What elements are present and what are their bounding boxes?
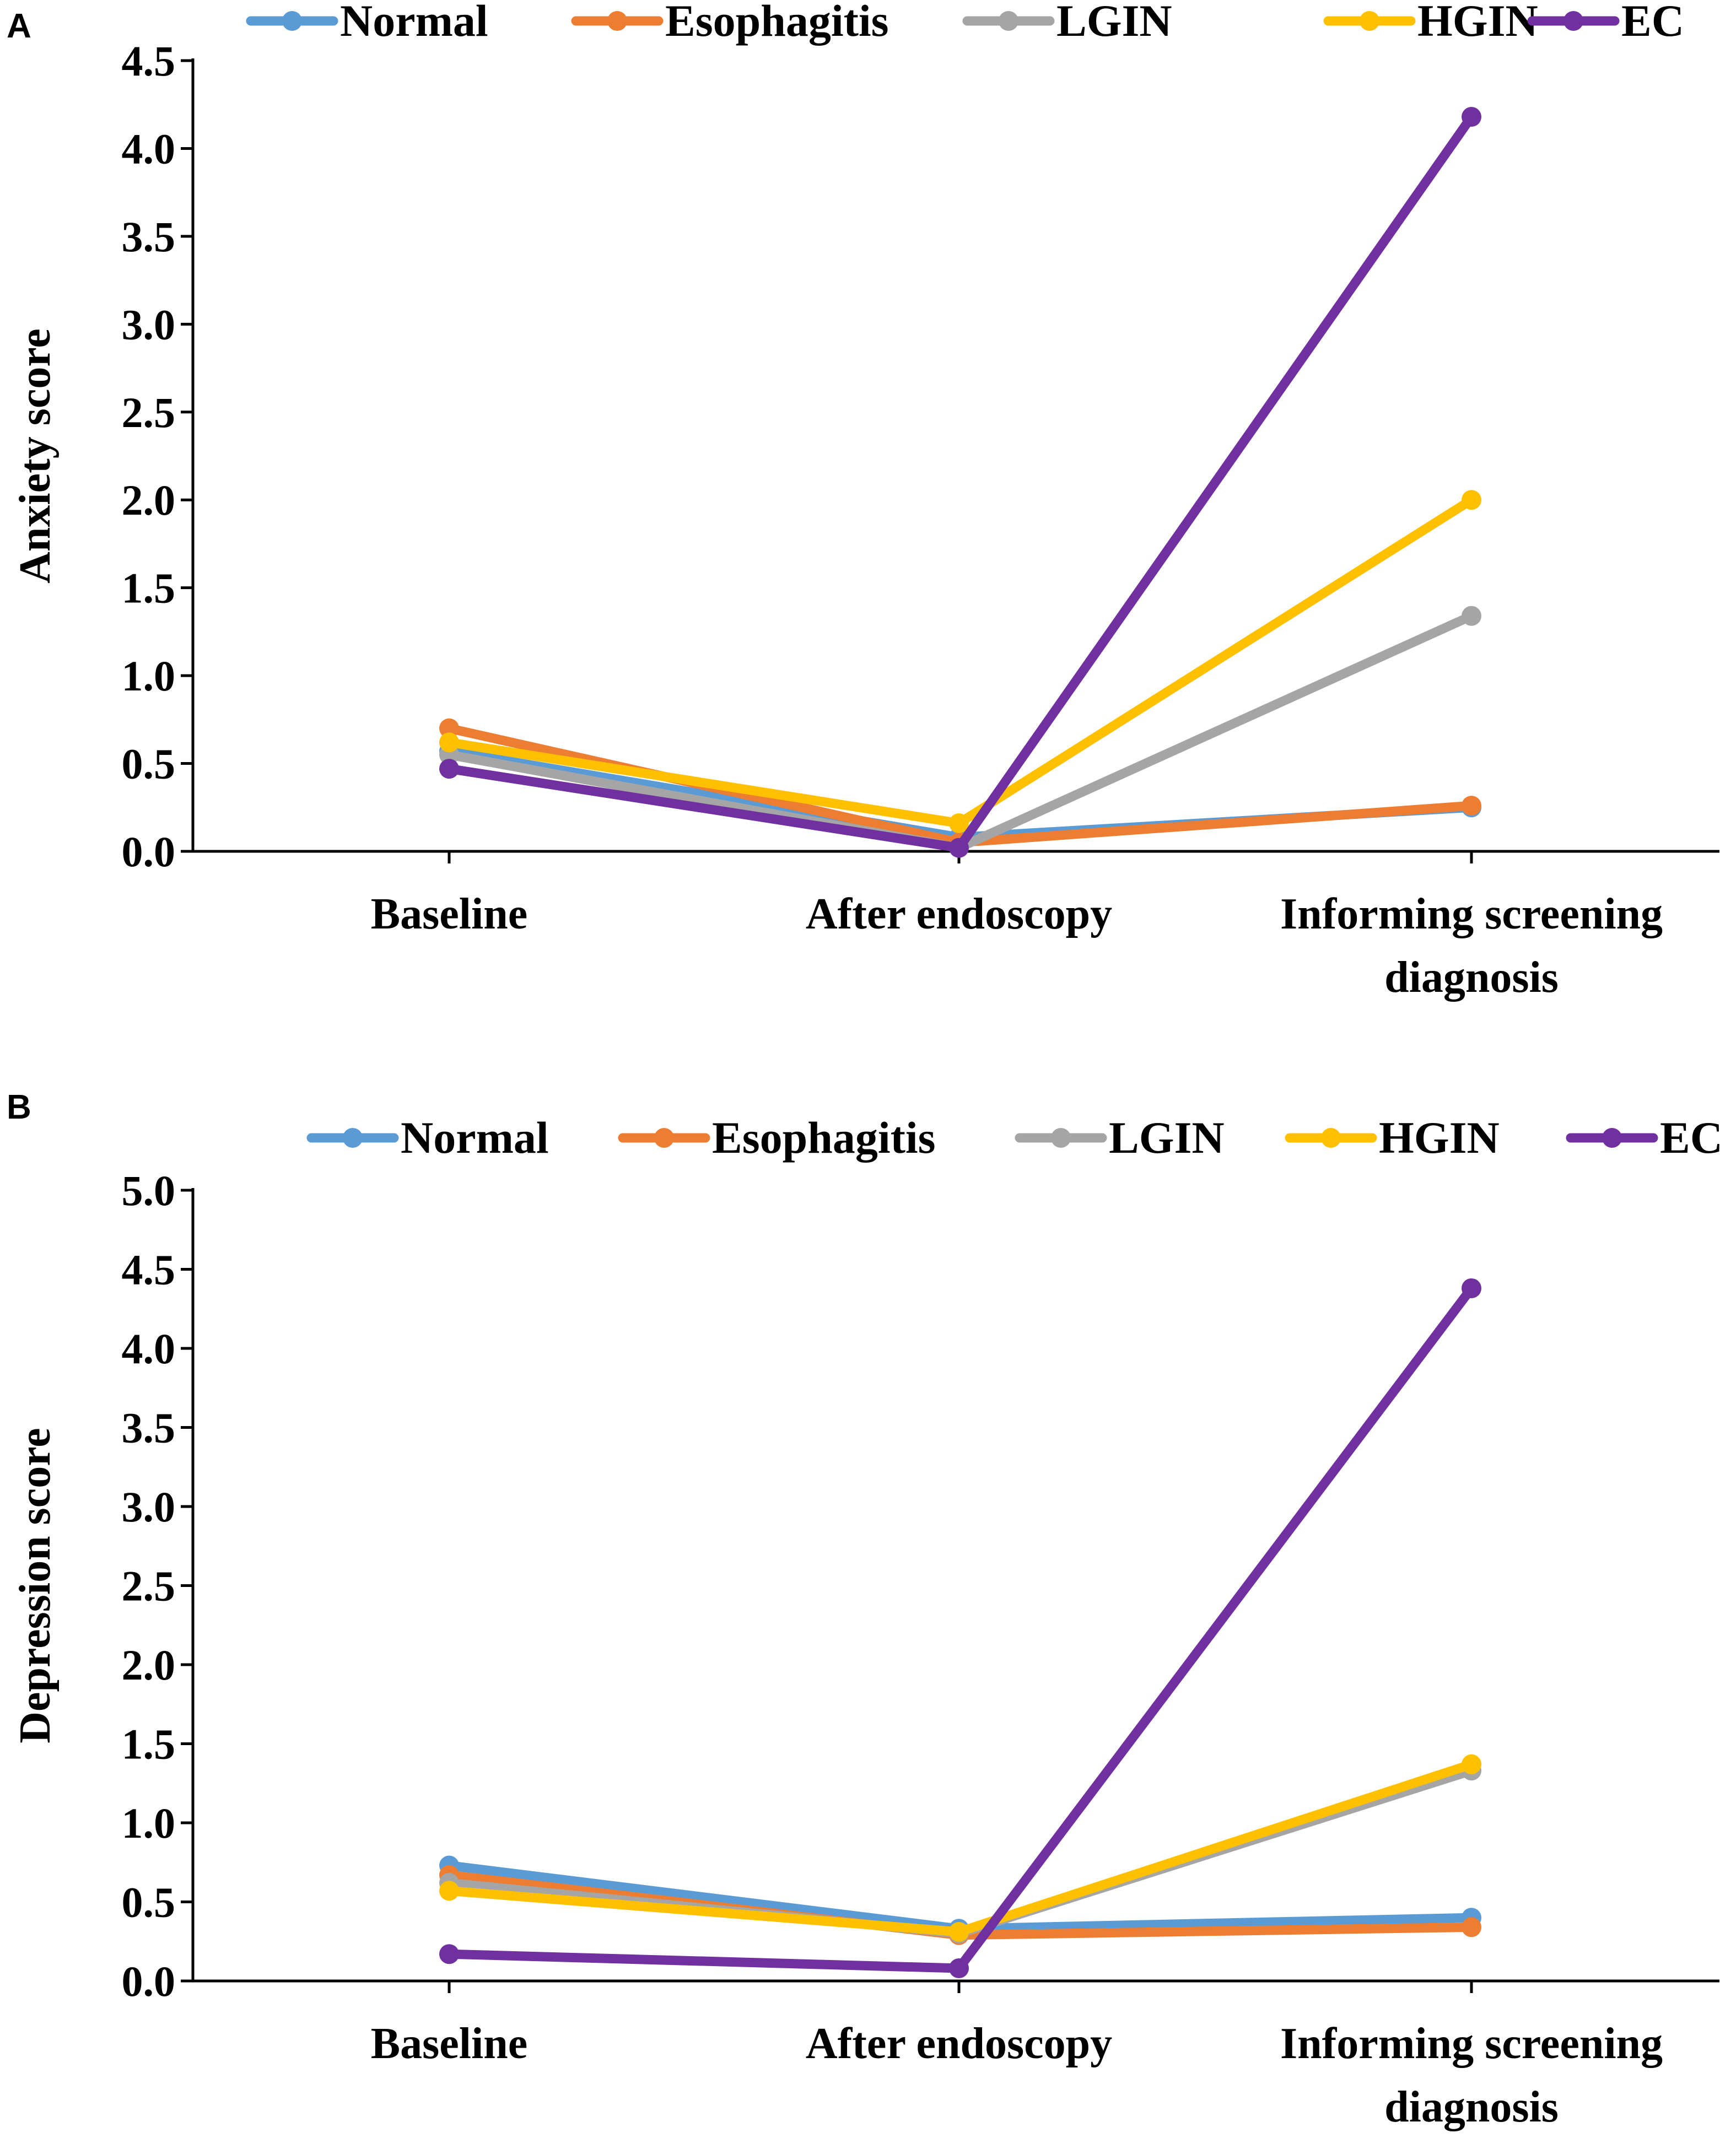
y-tick-label: 2.0 [122,476,176,524]
data-point [1462,606,1481,626]
data-point [439,732,459,753]
y-tick-label: 4.0 [122,1325,176,1373]
y-tick-label: 5.0 [122,1167,176,1214]
data-point [1462,1917,1481,1937]
y-tick-label: 4.0 [122,125,176,172]
data-point [949,1922,969,1942]
data-point [949,1958,969,1979]
series-ec [439,1278,1481,1979]
legend-label: Esophagitis [665,0,889,46]
y-tick-label: 0.0 [122,828,176,876]
panel-b: B 0.0 0.5 1.0 1.5 2.0 2.5 3.0 3.5 4.0 4.5 5.0 Baseli… [7,1088,1723,2131]
legend-label: Esophagitis [712,1113,936,1163]
series-ec [439,107,1481,858]
legend-marker [654,1128,674,1148]
legend-label: Normal [340,0,488,46]
legend-marker [282,11,302,31]
legend-label: Normal [401,1113,549,1163]
data-point [439,718,459,738]
data-point [1462,107,1481,127]
panel-a: A 0.0 0.5 1.0 1.5 2.0 2.5 3.0 3.5 4.0 4.5 Baseline A… [7,0,1719,1002]
y-tick-label: 0.5 [122,740,176,788]
data-point [1462,490,1481,510]
legend-label: HGIN [1379,1113,1500,1163]
legend: Normal Esophagitis LGIN HGIN EC [306,1113,1723,1163]
y-tick-label: 3.5 [122,1404,176,1452]
x-tick-label: diagnosis [1384,2083,1559,2131]
legend: Normal Esophagitis LGIN HGIN EC [246,0,1684,46]
y-tick-label: 1.0 [122,652,176,700]
series-line [444,1283,1476,1973]
series-hgin [439,490,1481,833]
y-tick-label: 4.5 [122,37,176,85]
series-lgin [439,1761,1481,1943]
y-tick-label: 4.5 [122,1246,176,1294]
legend-label: LGIN [1056,0,1172,46]
y-axis-label: Anxiety score [11,328,60,584]
data-point [1462,796,1481,816]
panel-letter: B [7,1088,31,1126]
legend-marker [1360,11,1379,31]
legend-marker [1321,1128,1341,1148]
y-tick-label: 2.0 [122,1641,176,1689]
x-tick-label: diagnosis [1384,953,1559,1002]
series-line [444,112,1476,853]
y-tick-label: 3.0 [122,1483,176,1531]
y-tick-label: 1.0 [122,1799,176,1847]
series-hgin [439,1754,1481,1942]
x-tick-label: Informing screening [1280,890,1663,938]
y-tick-label: 2.5 [122,388,176,436]
y-tick-label: 0.5 [122,1878,176,1926]
legend-marker [1051,1128,1071,1148]
legend-label: EC [1660,1113,1723,1163]
legend-marker [1602,1128,1622,1148]
x-tick-label: After endoscopy [806,2020,1112,2068]
legend-label: EC [1621,0,1684,46]
legend-marker [1564,11,1583,31]
data-point [439,1944,459,1964]
legend-marker [607,11,627,31]
data-point [1462,1754,1481,1774]
x-tick-label: Baseline [371,890,527,938]
y-tick-label: 0.0 [122,1957,176,2005]
legend-label: LGIN [1109,1113,1225,1163]
legend-label: HGIN [1417,0,1538,46]
y-tick-label: 1.5 [122,1720,176,1768]
legend-marker [343,1128,363,1148]
series-line [444,1766,1476,1939]
data-point [439,1881,459,1901]
data-point [949,838,969,858]
panel-letter: A [7,7,31,45]
data-point [949,813,969,833]
y-tick-label: 3.5 [122,213,176,261]
data-point [1462,1278,1481,1298]
data-point [439,759,459,779]
y-tick-label: 3.0 [122,300,176,348]
legend-marker [999,11,1018,31]
x-tick-label: Baseline [371,2020,527,2068]
y-tick-label: 2.5 [122,1562,176,1610]
y-axis-label: Depression score [11,1428,60,1743]
x-tick-label: After endoscopy [806,890,1112,938]
series-line [444,1759,1476,1937]
y-tick-label: 1.5 [122,564,176,612]
x-tick-label: Informing screening [1280,2020,1663,2068]
